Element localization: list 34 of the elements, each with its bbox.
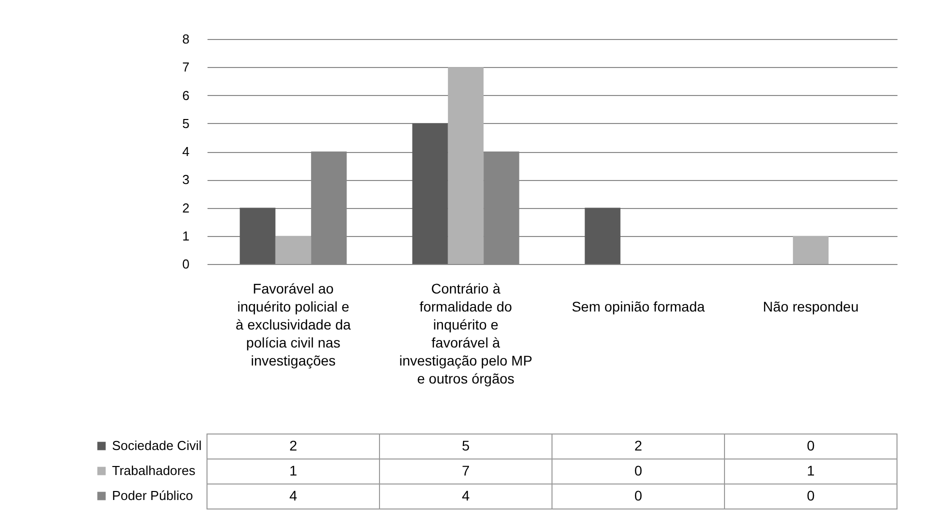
bar (448, 67, 484, 264)
y-tick-label: 1 (182, 228, 190, 244)
data-label: 2 (289, 438, 298, 454)
y-tick-label: 2 (182, 200, 190, 216)
x-tick-label: Contrário à formalidade do inquérito e favorável à investigação pelo MP e outros órgãos (399, 280, 532, 386)
x-tick-label: Não respondeu (762, 298, 859, 314)
y-tick-label: 0 (182, 256, 190, 272)
y-tick-label: 5 (182, 116, 190, 131)
bar (275, 236, 312, 264)
data-label: 4 (462, 488, 470, 504)
legend-label: Sociedade Civil (112, 438, 202, 453)
bar (240, 208, 276, 264)
data-label: 2 (634, 438, 642, 454)
data-label: 0 (806, 488, 815, 504)
y-tick-label: 4 (182, 144, 190, 159)
data-label: 5 (462, 438, 470, 454)
legend-label: Poder Público (112, 488, 193, 503)
bar (792, 236, 829, 264)
data-label: 1 (806, 462, 815, 478)
x-tick-label: Sem opinião formada (572, 298, 705, 314)
data-label: 0 (634, 488, 642, 504)
bar (412, 123, 448, 264)
data-label: 0 (806, 438, 815, 454)
bar (584, 208, 620, 264)
y-tick-label: 7 (182, 60, 190, 75)
data-label: 1 (289, 462, 298, 478)
y-tick-label: 8 (182, 32, 190, 46)
x-tick-label: Favorável ao inquérito policial e à exclusividade da polícia civil nas investigações (236, 280, 352, 368)
y-tick-label: 6 (182, 88, 190, 103)
data-label: 4 (289, 488, 298, 504)
y-tick-label: 3 (182, 172, 190, 188)
data-label: 7 (462, 462, 470, 478)
legend-label: Trabalhadores (112, 463, 196, 478)
data-label: 0 (634, 462, 642, 478)
